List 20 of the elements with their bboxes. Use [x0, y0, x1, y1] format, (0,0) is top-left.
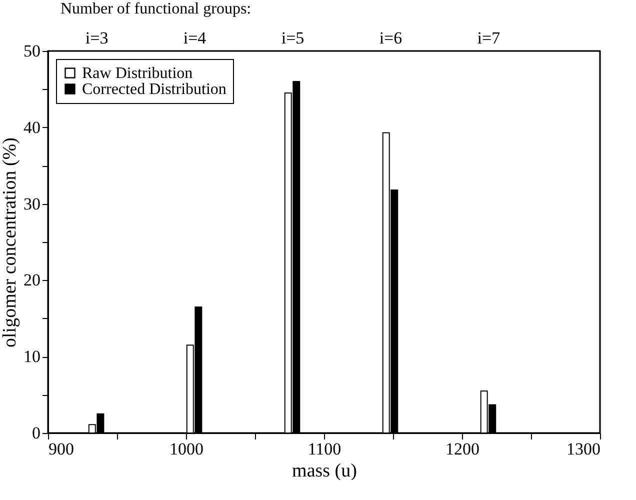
y-tick-label: 50	[24, 42, 40, 60]
legend-label: Raw Distribution	[82, 65, 193, 82]
x2-axis-title: Number of functional groups:	[60, 0, 252, 18]
y-axis-title: oligomer concentration (%)	[0, 138, 20, 348]
x2-tick-label: i=7	[477, 28, 501, 48]
x-tick-label: 1000	[170, 440, 204, 458]
y-tick-label: 30	[24, 194, 40, 214]
x-tick-label: 1300	[566, 440, 600, 458]
y-tick-label: 0	[32, 424, 40, 442]
x-tick-label: 1200	[446, 440, 480, 458]
y-tick-label: 10	[24, 347, 40, 366]
x2-tick-label: i=5	[281, 28, 304, 48]
x-tick-label: 900	[48, 440, 74, 458]
x2-tick-label: i=3	[85, 28, 108, 48]
y-tick-label: 40	[24, 118, 40, 137]
x-tick-label: 1100	[308, 440, 342, 458]
legend-label: Corrected Distribution	[82, 81, 226, 98]
x2-tick-label: i=6	[379, 28, 402, 48]
x2-tick-label: i=4	[183, 28, 207, 48]
y-tick-label: 20	[24, 270, 40, 290]
